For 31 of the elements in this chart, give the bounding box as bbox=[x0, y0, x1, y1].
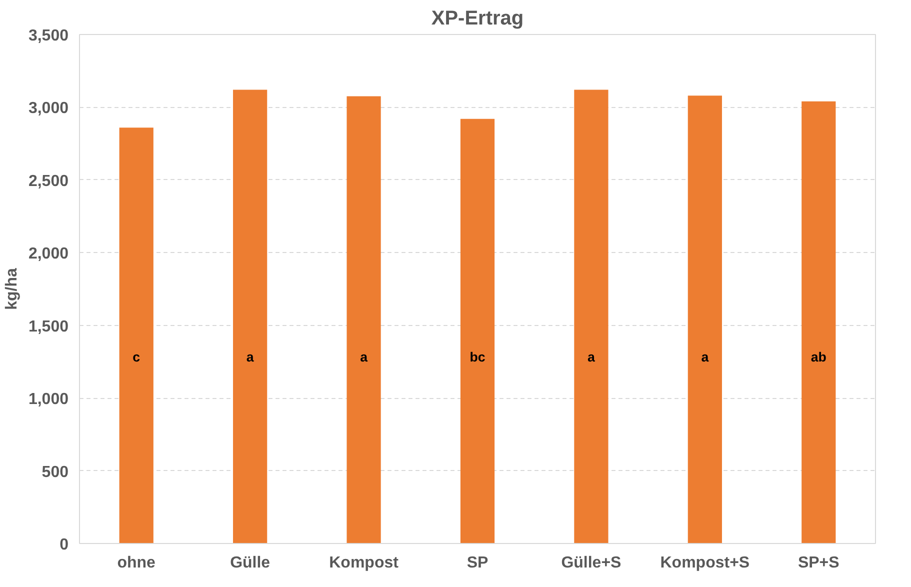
data-label: bc bbox=[470, 350, 486, 365]
y-tick-label: 3,500 bbox=[28, 28, 69, 44]
x-tick-label: Gülle bbox=[230, 554, 270, 572]
bar bbox=[802, 101, 836, 544]
y-axis-title: kg/ha bbox=[3, 268, 20, 310]
data-label: a bbox=[246, 350, 254, 365]
y-tick-label: 1,500 bbox=[28, 318, 69, 336]
y-tick-label: 1,000 bbox=[28, 391, 69, 408]
y-tick-label: 2,000 bbox=[28, 246, 69, 263]
data-label: ab bbox=[810, 350, 826, 365]
chart-title: XP-Ertrag bbox=[431, 8, 524, 30]
bar bbox=[688, 96, 722, 544]
data-label: a bbox=[701, 350, 710, 365]
data-label: a bbox=[588, 350, 596, 365]
y-tick-label: 500 bbox=[42, 464, 69, 481]
y-tick-label: 3,000 bbox=[28, 100, 69, 118]
data-label: c bbox=[132, 350, 141, 365]
bar bbox=[460, 118, 495, 544]
bar bbox=[119, 128, 154, 544]
data-label: a bbox=[360, 350, 368, 365]
y-tick-label: 0 bbox=[60, 536, 69, 554]
x-tick-label: ohne bbox=[117, 554, 156, 572]
x-tick-label: Kompost bbox=[329, 554, 400, 572]
bar bbox=[346, 96, 381, 544]
x-tick-label: SP+S bbox=[798, 554, 840, 572]
bar bbox=[233, 90, 268, 544]
x-tick-label: Gülle+S bbox=[561, 554, 622, 572]
bar bbox=[574, 90, 608, 544]
x-tick-label: SP bbox=[466, 554, 488, 572]
x-tick-label: Kompost+S bbox=[660, 554, 750, 572]
y-tick-label: 2,500 bbox=[28, 172, 69, 190]
